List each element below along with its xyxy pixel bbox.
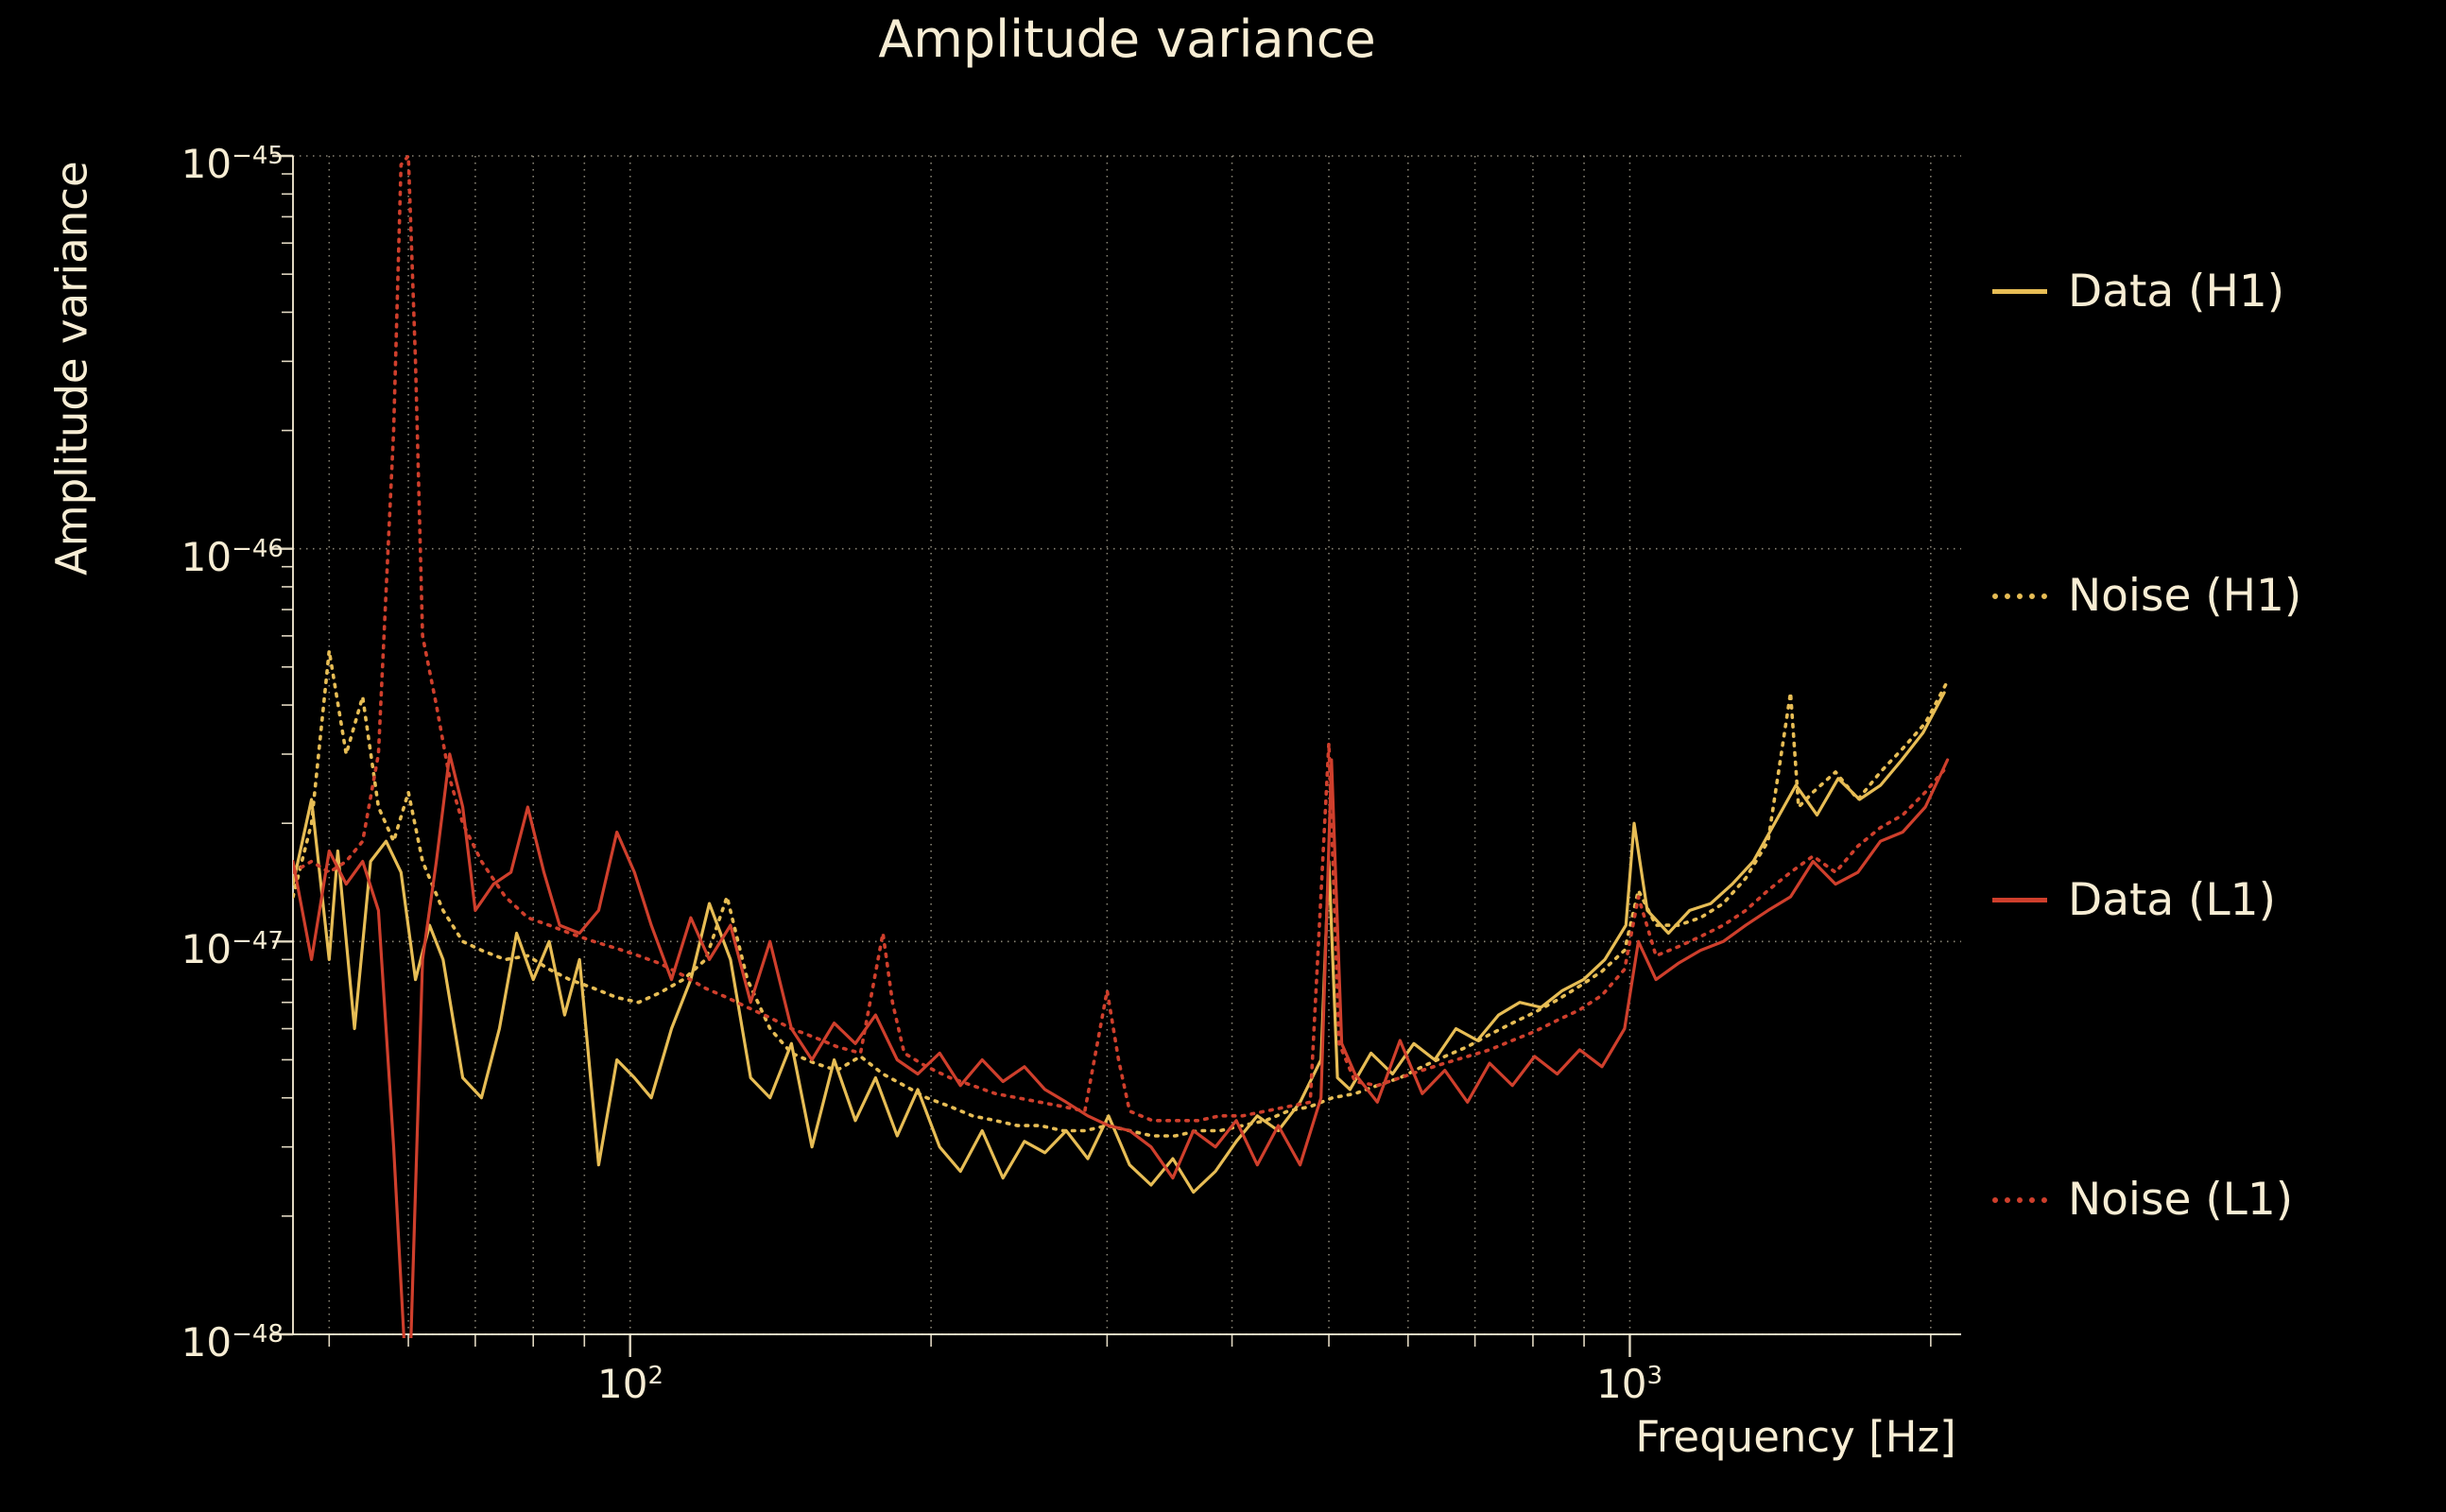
legend: Data (H1) Noise (H1) Data (L1) Noise (L1… [1992, 0, 2437, 1512]
dotted-line-sample-icon [1992, 593, 2047, 599]
x-tick-label-1000: 103 [1595, 1361, 1662, 1407]
chart-title: Amplitude variance [878, 9, 1376, 69]
y-tick-label-1e-47: 10−47 [181, 926, 284, 972]
legend-item-noise-h1: Noise (H1) [1992, 570, 2301, 622]
legend-item-noise-l1: Noise (L1) [1992, 1174, 2293, 1226]
x-tick-label-100: 102 [596, 1361, 663, 1407]
legend-label: Data (L1) [2068, 874, 2276, 926]
solid-line-sample-icon [1992, 898, 2047, 902]
dotted-line-sample-icon [1992, 1196, 2047, 1203]
legend-label: Noise (L1) [2068, 1174, 2294, 1226]
y-tick-label-1e-46: 10−46 [181, 534, 284, 580]
legend-item-data-l1: Data (L1) [1992, 874, 2276, 926]
legend-label: Data (H1) [2068, 266, 2285, 318]
legend-label: Noise (H1) [2068, 570, 2302, 622]
y-tick-label-1e-48: 10−48 [181, 1319, 284, 1366]
y-tick-label-1e-45: 10−45 [181, 141, 284, 187]
x-axis-label: Frequency [Hz] [1635, 1412, 1956, 1462]
solid-line-sample-icon [1992, 289, 2047, 294]
legend-item-data-h1: Data (H1) [1992, 266, 2284, 318]
